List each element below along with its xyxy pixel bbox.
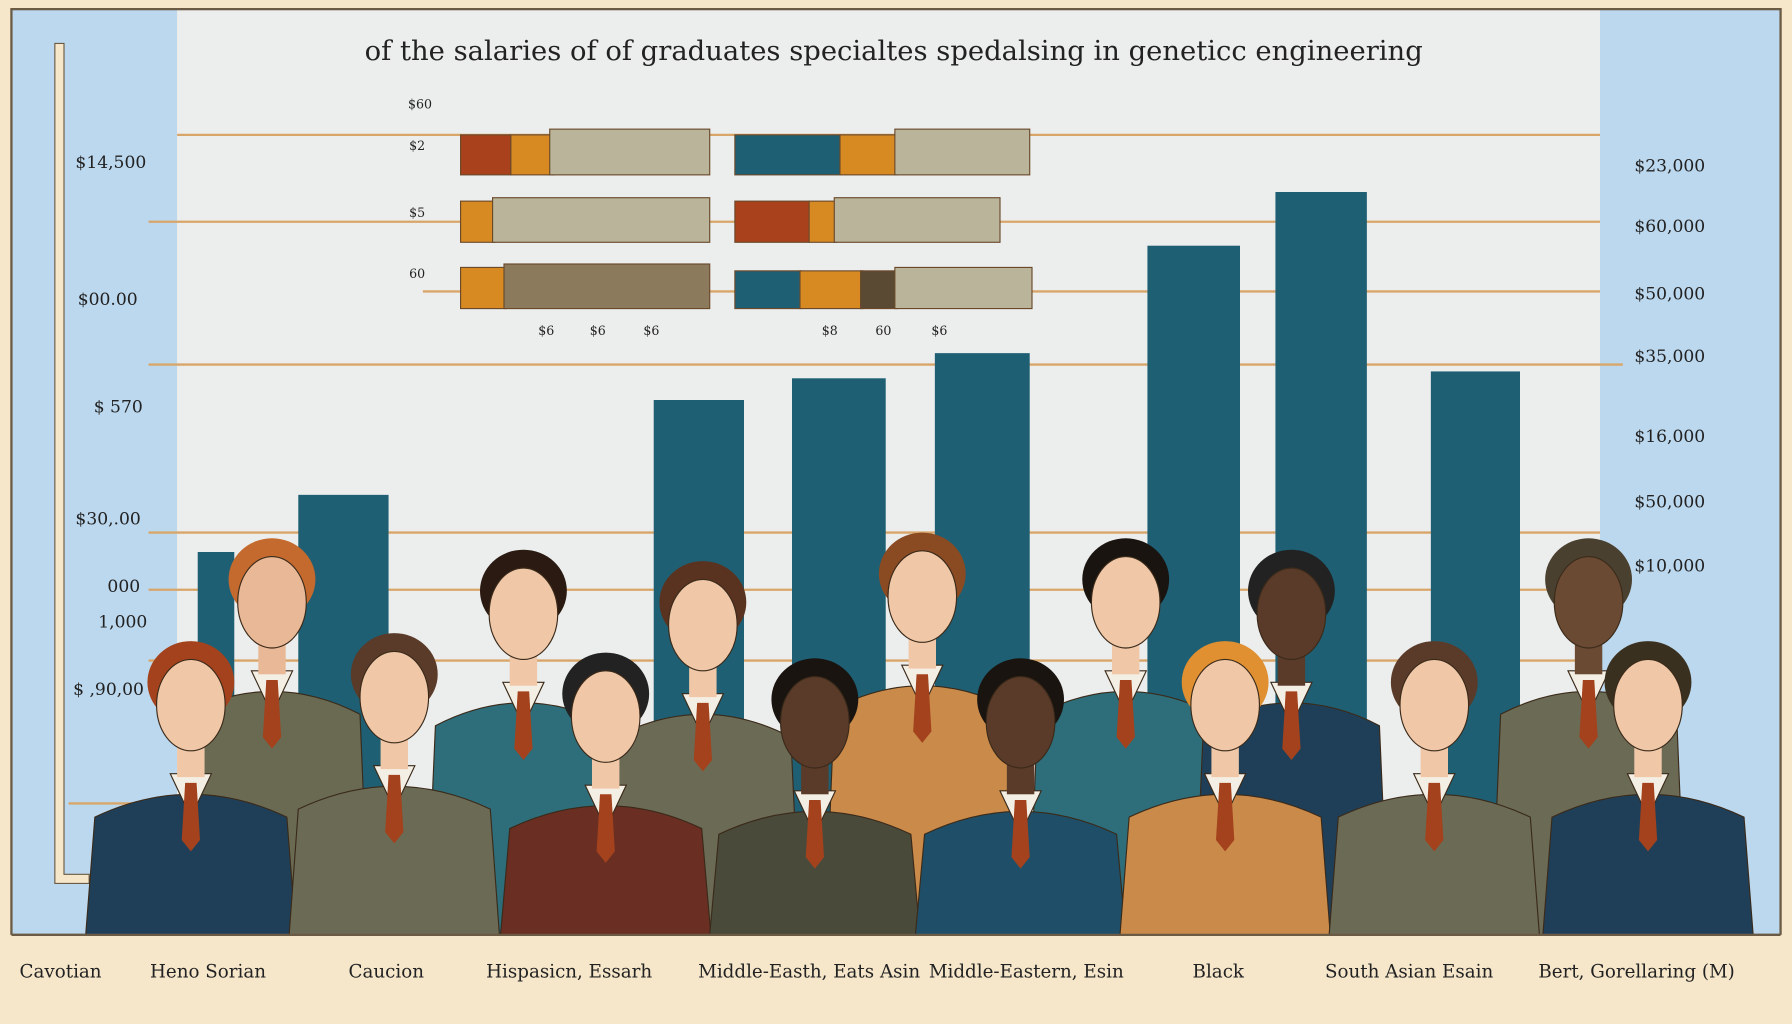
label: Bert, Gorellaring (M) bbox=[1538, 962, 1734, 983]
title: of the salaries of of graduates specialt… bbox=[365, 36, 1423, 67]
tie bbox=[1282, 691, 1301, 760]
label: 1,000 bbox=[98, 612, 147, 632]
label: Middle-Eastern, Esin bbox=[929, 962, 1124, 983]
tie bbox=[385, 774, 404, 844]
label: Middle-Easth, Eats Asin bbox=[698, 962, 920, 983]
label: $50,000 bbox=[1634, 284, 1705, 304]
label: Black bbox=[1193, 962, 1245, 983]
people bbox=[85, 532, 1754, 936]
tie bbox=[1579, 680, 1598, 749]
tie bbox=[514, 691, 533, 760]
head bbox=[359, 650, 430, 744]
label: Caucion bbox=[349, 962, 425, 983]
label: $00.00 bbox=[78, 290, 138, 310]
label: Cavotian bbox=[20, 962, 102, 983]
head bbox=[1399, 658, 1470, 752]
labels: $14,500 $00.00 $ 570 $30,.00 000 1,000 $ ,90,0… bbox=[20, 97, 1735, 983]
label: $6 bbox=[538, 323, 554, 338]
head bbox=[1256, 567, 1327, 660]
tie bbox=[181, 782, 200, 852]
left-bracket bbox=[54, 42, 90, 884]
label: 60 bbox=[875, 323, 891, 338]
head bbox=[1613, 658, 1683, 752]
head bbox=[779, 676, 850, 769]
tie bbox=[1116, 680, 1135, 749]
tie bbox=[596, 794, 615, 863]
label: 000 bbox=[107, 577, 140, 597]
tie bbox=[1638, 782, 1658, 852]
label: $6 bbox=[643, 323, 659, 338]
head bbox=[1090, 556, 1161, 649]
head bbox=[667, 578, 738, 672]
tie bbox=[913, 674, 932, 743]
label: $60,000 bbox=[1634, 217, 1705, 237]
label: $ ,90,00 bbox=[73, 680, 144, 700]
tie bbox=[1011, 800, 1030, 869]
label: $2 bbox=[409, 138, 425, 153]
label: $60 bbox=[408, 97, 432, 112]
label: $10,000 bbox=[1634, 556, 1705, 576]
label: South Asian Esain bbox=[1325, 962, 1493, 983]
label: $35,000 bbox=[1634, 347, 1705, 367]
head bbox=[570, 670, 641, 763]
head bbox=[1190, 658, 1260, 752]
label: $6 bbox=[590, 323, 606, 338]
head bbox=[887, 550, 958, 643]
left-panel bbox=[11, 9, 178, 935]
label: Hispasicn, Essarh bbox=[486, 962, 652, 983]
label: Heno Sorian bbox=[150, 962, 266, 983]
label: $ 570 bbox=[94, 398, 143, 418]
head bbox=[155, 658, 226, 752]
tie bbox=[1425, 782, 1444, 852]
inset-bars bbox=[459, 128, 1033, 310]
label: $14,500 bbox=[75, 153, 146, 173]
label: $23,000 bbox=[1634, 156, 1705, 176]
label-strip bbox=[0, 934, 1792, 1024]
label: 60 bbox=[409, 266, 425, 281]
label: $6 bbox=[931, 323, 947, 338]
label: $16,000 bbox=[1634, 427, 1705, 447]
head bbox=[237, 556, 307, 649]
head bbox=[488, 567, 559, 660]
label: $5 bbox=[409, 205, 425, 220]
label: $50,000 bbox=[1634, 492, 1705, 512]
label: $8 bbox=[822, 323, 838, 338]
tie bbox=[693, 702, 712, 772]
head bbox=[1553, 556, 1624, 649]
tie bbox=[1216, 782, 1235, 852]
tie bbox=[262, 680, 282, 749]
label: $30,.00 bbox=[75, 509, 140, 529]
head bbox=[985, 676, 1056, 769]
tie bbox=[805, 800, 824, 869]
